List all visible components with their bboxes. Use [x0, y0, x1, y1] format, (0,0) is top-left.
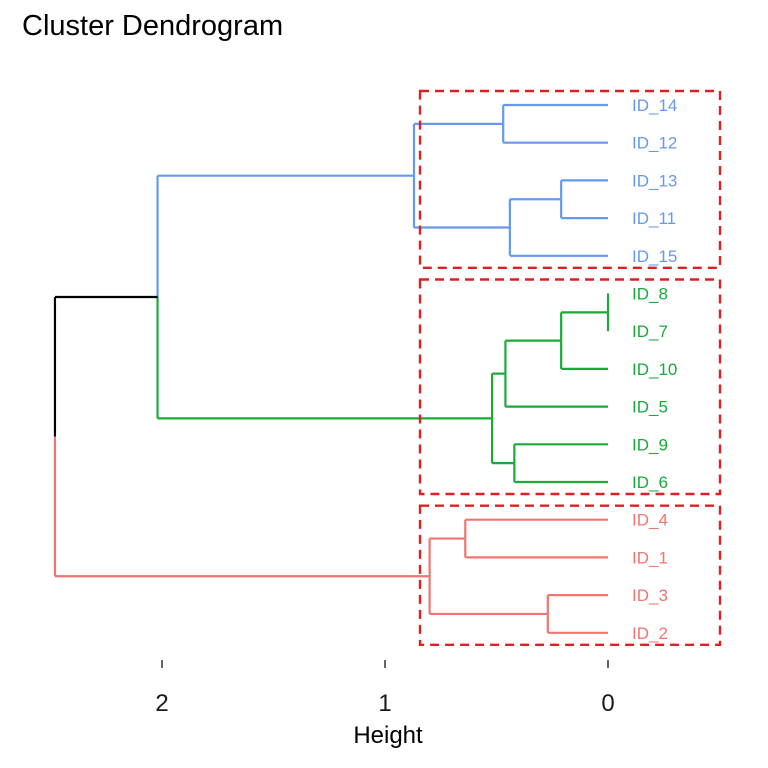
chart-title: Cluster Dendrogram: [22, 10, 284, 42]
x-tick-label: 0: [601, 690, 614, 717]
leaf-label: ID_10: [632, 360, 677, 379]
x-axis-title: Height: [353, 722, 423, 749]
leaf-label: ID_13: [632, 171, 677, 190]
leaf-label: ID_5: [632, 398, 668, 417]
leaf-label: ID_1: [632, 548, 668, 567]
leaf-label: ID_4: [632, 511, 668, 530]
leaf-label: ID_9: [632, 435, 668, 454]
leaf-label: ID_2: [632, 624, 668, 643]
leaf-label: ID_6: [632, 473, 668, 492]
leaf-label: ID_7: [632, 322, 668, 341]
cluster-box-3: [418, 504, 722, 647]
leaf-label: ID_8: [632, 285, 668, 304]
cluster-box-2: [418, 278, 722, 496]
x-tick-label: 1: [378, 690, 391, 717]
leaf-label: ID_15: [632, 247, 677, 266]
leaf-label: ID_3: [632, 586, 668, 605]
cluster-box-1: [418, 89, 722, 270]
leaf-label: ID_12: [632, 134, 677, 153]
x-tick-label: 2: [155, 690, 168, 717]
leaf-label: ID_11: [632, 209, 676, 228]
leaf-label: ID_14: [632, 96, 677, 115]
